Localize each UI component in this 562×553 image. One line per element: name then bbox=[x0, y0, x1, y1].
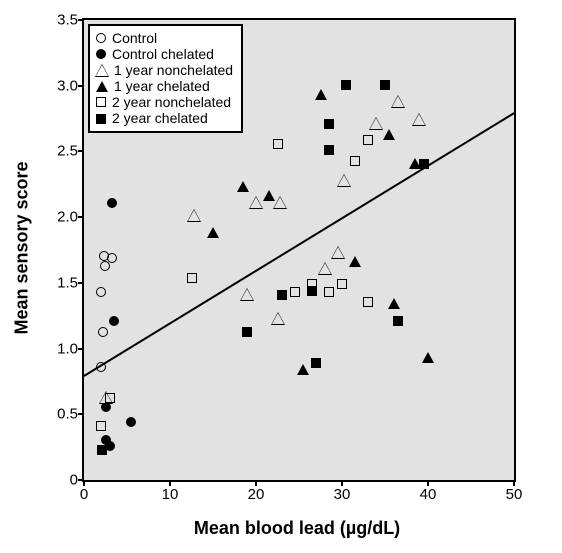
legend-label: Control chelated bbox=[112, 46, 214, 62]
data-point bbox=[338, 175, 350, 189]
y-tick-mark bbox=[78, 85, 84, 87]
data-point bbox=[207, 227, 219, 241]
data-point bbox=[188, 210, 200, 224]
legend-label: 1 year chelated bbox=[114, 78, 210, 94]
y-tick-mark bbox=[78, 150, 84, 152]
legend-item: 1 year chelated bbox=[96, 78, 233, 94]
data-point bbox=[96, 420, 106, 434]
data-point bbox=[363, 134, 373, 148]
plot-area: 00.51.01.52.02.53.03.501020304050 Contro… bbox=[82, 18, 516, 482]
data-point bbox=[413, 114, 425, 128]
y-tick-mark bbox=[78, 282, 84, 284]
data-point bbox=[290, 286, 300, 300]
data-point bbox=[392, 96, 404, 110]
data-point bbox=[297, 364, 309, 378]
data-point bbox=[250, 197, 262, 211]
data-point bbox=[272, 313, 284, 327]
legend-marker-icon bbox=[96, 97, 106, 107]
legend-item: 1 year nonchelated bbox=[96, 62, 233, 78]
legend-label: 2 year chelated bbox=[112, 110, 208, 126]
data-point bbox=[241, 289, 253, 303]
data-point bbox=[324, 286, 334, 300]
y-axis-label: Mean sensory score bbox=[12, 161, 33, 334]
data-point bbox=[393, 315, 403, 329]
y-tick-mark bbox=[78, 348, 84, 350]
chart-frame: Mean sensory score Mean blood lead (µg/d… bbox=[0, 0, 562, 553]
data-point bbox=[98, 326, 108, 340]
legend-label: Control bbox=[112, 30, 157, 46]
legend-box: ControlControl chelated1 year nonchelate… bbox=[88, 24, 243, 133]
data-point bbox=[363, 296, 373, 310]
data-point bbox=[315, 89, 327, 103]
legend-marker-icon bbox=[96, 81, 108, 92]
legend-marker-icon bbox=[96, 114, 106, 124]
legend-item: 2 year nonchelated bbox=[96, 94, 233, 110]
x-tick-mark bbox=[427, 480, 429, 486]
data-point bbox=[273, 138, 283, 152]
legend-marker-icon bbox=[96, 65, 108, 76]
data-point bbox=[319, 263, 331, 277]
data-point bbox=[307, 285, 317, 299]
data-point bbox=[311, 357, 321, 371]
data-point bbox=[274, 197, 286, 211]
legend-label: 2 year nonchelated bbox=[112, 94, 231, 110]
legend-item: Control chelated bbox=[96, 46, 233, 62]
data-point bbox=[332, 247, 344, 261]
data-point bbox=[263, 190, 275, 204]
data-point bbox=[337, 278, 347, 292]
data-point bbox=[96, 286, 106, 300]
data-point bbox=[96, 361, 106, 375]
x-tick-mark bbox=[83, 480, 85, 486]
data-point bbox=[422, 352, 434, 366]
y-tick-mark bbox=[78, 19, 84, 21]
x-axis-label: Mean blood lead (µg/dL) bbox=[194, 518, 400, 539]
x-tick-mark bbox=[255, 480, 257, 486]
data-point bbox=[324, 144, 334, 158]
legend-label: 1 year nonchelated bbox=[114, 62, 233, 78]
data-point bbox=[126, 416, 136, 430]
data-point bbox=[419, 158, 429, 172]
x-tick-mark bbox=[513, 480, 515, 486]
data-point bbox=[242, 326, 252, 340]
data-point bbox=[388, 298, 400, 312]
y-tick-mark bbox=[78, 216, 84, 218]
data-point bbox=[383, 129, 395, 143]
legend-marker-icon bbox=[96, 49, 106, 59]
legend-item: 2 year chelated bbox=[96, 110, 233, 126]
data-point bbox=[187, 272, 197, 286]
data-point bbox=[97, 444, 107, 458]
x-tick-mark bbox=[169, 480, 171, 486]
y-tick-mark bbox=[78, 413, 84, 415]
legend-marker-icon bbox=[96, 33, 106, 43]
x-tick-mark bbox=[341, 480, 343, 486]
data-point bbox=[105, 392, 115, 406]
data-point bbox=[370, 118, 382, 132]
data-point bbox=[380, 79, 390, 93]
data-point bbox=[107, 252, 117, 266]
data-point bbox=[107, 197, 117, 211]
regression-line bbox=[83, 112, 514, 377]
data-point bbox=[237, 181, 249, 195]
data-point bbox=[350, 155, 360, 169]
data-point bbox=[349, 256, 361, 270]
data-point bbox=[324, 118, 334, 132]
data-point bbox=[277, 289, 287, 303]
data-point bbox=[341, 79, 351, 93]
legend-item: Control bbox=[96, 30, 233, 46]
data-point bbox=[109, 315, 119, 329]
